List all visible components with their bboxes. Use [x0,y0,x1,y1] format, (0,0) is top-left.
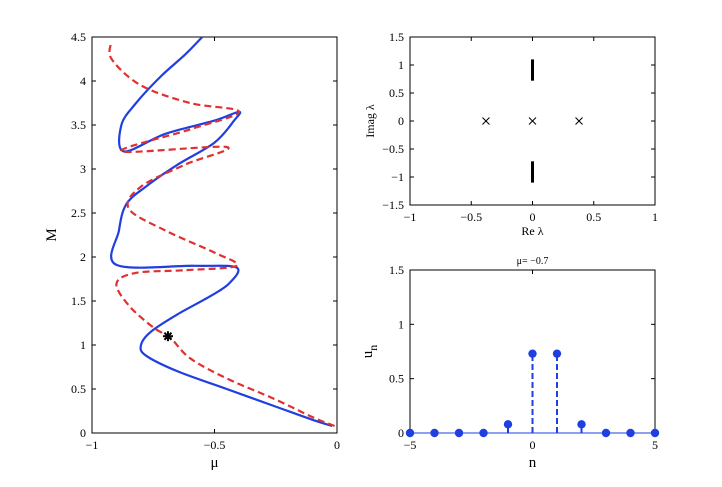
profile-stem-point [430,428,439,438]
eigenvalue-x-tick-label: 1 [652,210,658,224]
eigenvalue-x-tick-label: −1 [404,210,417,224]
profile-stems [405,349,660,438]
bifurcation-y-tick-label: 4 [80,74,86,88]
bifurcation-y-tick-label: 2.5 [71,206,86,220]
current-point-marker [162,331,173,342]
profile-stem-point [577,420,586,429]
profile-y-tick-label: 1.5 [389,263,404,277]
profile-stem-point [552,349,562,358]
bifurcation-y-tick-label: 2 [80,250,86,264]
eigenvalue-cross-marker [528,117,537,125]
profile-stem-point [454,428,464,438]
profile-y-label: un [360,345,380,359]
eigenvalue-y-tick-label: 1 [398,58,404,72]
profile-title: μ= −0.7 [517,256,549,267]
bifurcation-x-ticks: −1 −0.5 0 [86,37,340,452]
bifurcation-y-tick-label: 3.5 [71,118,86,132]
profile-x-tick-label: 5 [652,438,658,452]
profile-y-ticks: 0 0.5 1 1.5 [389,263,655,440]
profile-x-label: n [529,455,537,471]
profile-y-tick-label: 0.5 [389,372,404,386]
eigenvalue-y-tick-label: 0 [398,114,404,128]
bifurcation-y-tick-label: 3 [80,162,86,176]
bifurcation-x-tick-label: −1 [86,438,99,452]
profile-y-label-group: un [360,345,380,359]
bifurcation-x-tick-label: 0 [334,438,340,452]
profile-stem-point [601,428,611,438]
eigenvalue-y-tick-label: −1 [391,170,404,184]
profile-stem-point [479,428,488,438]
profile-x-ticks: −5 0 5 [404,270,658,452]
profile-y-tick-label: 0 [398,426,404,440]
stable-branch-line [110,36,333,428]
bifurcation-panel: −1 −0.5 0 0 0.5 1 1.5 2 2.5 3 3.5 4 4.5 μ M [44,30,340,471]
eigenvalue-cross-marker [575,117,583,125]
profile-stem-point [650,428,660,438]
eigenvalue-cross-marker [482,117,490,125]
eigenvalue-x-tick-label: 0 [530,210,536,224]
profile-y-label-sub: n [366,345,380,351]
profile-y-tick-label: 1 [398,317,404,331]
eigenvalue-panel: −1 −0.5 0 0.5 1 −1.5−1−0.500.511.5 Re λ Imag… [363,30,658,238]
bifurcation-y-label: M [44,228,60,241]
profile-stem-point [626,428,635,438]
eigenvalue-y-tick-label: 1.5 [389,30,404,44]
eigenvalue-x-ticks: −1 −0.5 0 0.5 1 [404,37,658,224]
unstable-branch-line [108,41,335,427]
bifurcation-y-tick-label: 1 [80,338,86,352]
eigenvalue-y-ticks: −1.5 −1 −0.5 0 0.5 1 1.5 [382,30,655,212]
bifurcation-curves [108,36,335,428]
profile-y-label-main: u [360,350,376,358]
profile-x-tick-label: −5 [404,438,417,452]
bifurcation-y-tick-label: 1.5 [71,294,86,308]
eigenvalue-y-label: Imag λ [363,104,377,138]
profile-stem-point [405,428,415,438]
profile-x-tick-label: 0 [530,438,536,452]
profile-panel: −5 0 5 00.511.5 μ= −0.7 n un [360,256,660,471]
bifurcation-y-tick-label: 0 [80,426,86,440]
eigenvalue-marks [482,59,583,183]
bifurcation-x-label: μ [210,455,218,471]
profile-stem-point [528,349,537,358]
profile-stem-point [503,420,513,429]
bifurcation-y-tick-label: 4.5 [71,30,86,44]
bifurcation-x-tick-label: −0.5 [204,438,226,452]
eigenvalue-y-tick-label: 0.5 [389,86,404,100]
eigenvalue-y-tick-label: −0.5 [382,142,404,156]
eigenvalue-x-tick-label: 0.5 [586,210,601,224]
eigenvalue-x-label: Re λ [521,224,543,238]
bifurcation-y-ticks: 0 0.5 1 1.5 2 2.5 3 3.5 4 4.5 [71,30,337,440]
bifurcation-y-tick-label: 0.5 [71,382,86,396]
eigenvalue-y-tick-label: −1.5 [382,198,404,212]
eigenvalue-x-tick-label: −0.5 [460,210,482,224]
